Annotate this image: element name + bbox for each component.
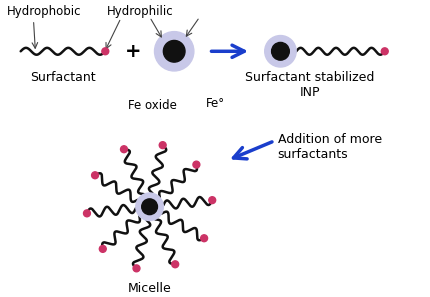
Text: Fe°: Fe° (205, 97, 224, 110)
Circle shape (163, 40, 184, 62)
Circle shape (193, 161, 200, 168)
Circle shape (154, 31, 194, 71)
Text: Hydrophobic: Hydrophobic (7, 5, 81, 18)
Circle shape (271, 42, 289, 60)
Circle shape (159, 142, 166, 148)
Text: Hydrophilic: Hydrophilic (106, 5, 173, 18)
Text: Addition of more
surfactants: Addition of more surfactants (277, 133, 381, 161)
Circle shape (208, 197, 215, 204)
Text: Surfactant: Surfactant (30, 71, 95, 84)
Circle shape (101, 48, 108, 55)
Circle shape (141, 199, 157, 215)
Circle shape (200, 235, 207, 242)
Circle shape (135, 193, 163, 221)
Circle shape (172, 261, 178, 268)
Text: Surfactant stabilized
INP: Surfactant stabilized INP (245, 71, 374, 99)
Text: Fe oxide: Fe oxide (128, 99, 177, 111)
Text: +: + (124, 42, 141, 61)
Circle shape (264, 36, 295, 67)
Circle shape (133, 265, 140, 272)
Circle shape (99, 245, 106, 252)
Circle shape (83, 210, 90, 217)
Circle shape (120, 146, 127, 153)
Circle shape (92, 172, 98, 179)
Circle shape (381, 48, 387, 55)
Text: Micelle: Micelle (127, 282, 171, 295)
